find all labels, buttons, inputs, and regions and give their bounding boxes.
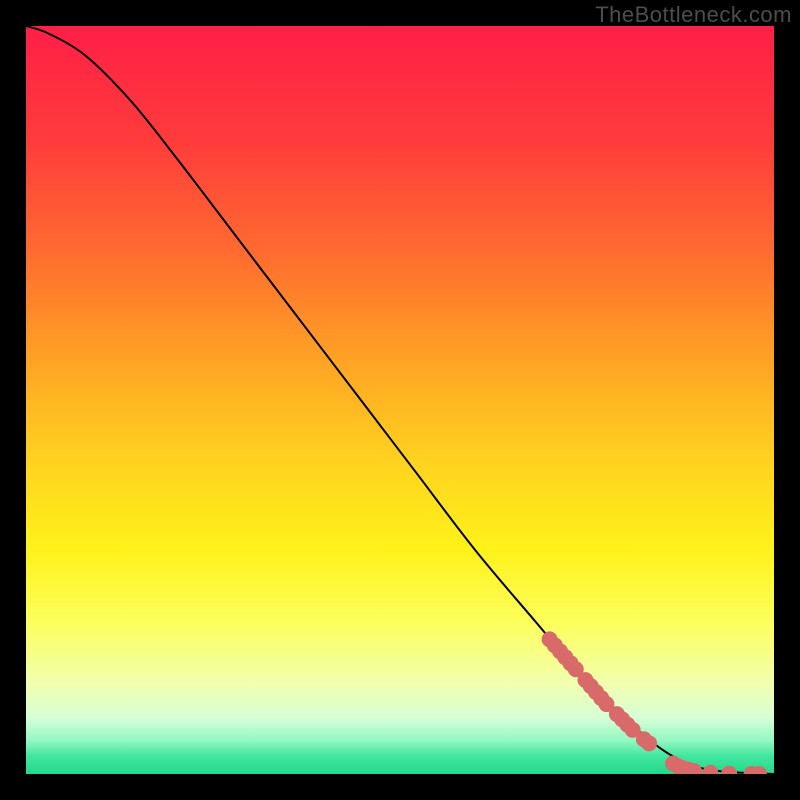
watermark-text: TheBottleneck.com <box>595 2 792 28</box>
gradient-plot-area <box>26 26 774 774</box>
data-marker <box>641 735 657 751</box>
data-marker <box>751 766 767 782</box>
plot-svg <box>0 0 800 800</box>
data-marker <box>686 763 702 779</box>
data-marker <box>721 766 737 782</box>
chart-canvas: TheBottleneck.com <box>0 0 800 800</box>
data-marker <box>702 765 718 781</box>
